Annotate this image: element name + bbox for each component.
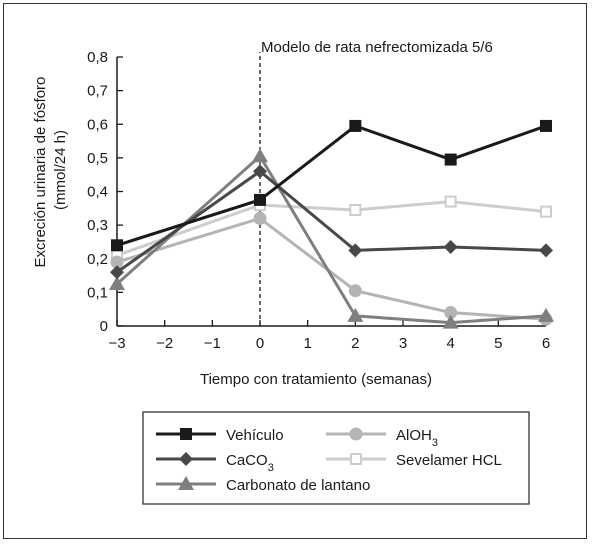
x-tick-label: 0 bbox=[256, 335, 264, 352]
series-0 bbox=[111, 119, 552, 252]
legend-item: Carbonato de lantano bbox=[156, 476, 370, 494]
y-tick-label: 0,8 bbox=[87, 49, 108, 66]
data-point bbox=[442, 314, 459, 329]
data-point bbox=[254, 193, 266, 206]
x-axis-label: Tiempo con tratamiento (semanas) bbox=[200, 371, 432, 388]
x-tick-label: 6 bbox=[542, 335, 550, 352]
y-tick-label: 0,2 bbox=[87, 251, 108, 268]
y-tick-label: 0,4 bbox=[87, 184, 108, 201]
data-point bbox=[349, 119, 362, 132]
x-tick-label: 4 bbox=[446, 335, 454, 352]
y-tick-label: 0 bbox=[100, 318, 108, 335]
annotation-text: Modelo de rata nefrectomizada 5/6 bbox=[261, 39, 493, 56]
y-axis-label-line2: (mmol/24 h) bbox=[52, 130, 69, 210]
series-line bbox=[116, 169, 547, 274]
y-tick-label: 0,3 bbox=[87, 217, 108, 234]
figure-frame bbox=[3, 3, 587, 539]
x-tick-label: −2 bbox=[156, 335, 173, 352]
data-point bbox=[252, 148, 268, 163]
legend-label: AlOH3 bbox=[396, 427, 438, 449]
x-tick-label: −1 bbox=[204, 335, 221, 352]
series-4 bbox=[111, 195, 552, 262]
series-2 bbox=[109, 148, 554, 329]
data-point bbox=[444, 306, 458, 320]
data-point bbox=[444, 153, 457, 166]
series-1 bbox=[110, 164, 553, 280]
data-point bbox=[348, 243, 363, 258]
axes: −3 −2 −1 0 1 2 3 4 5 6 0 0,1 0,2 0,3 0,4 0,5 0,6 0,7 0,8 bbox=[87, 49, 550, 352]
data-point bbox=[253, 164, 267, 179]
series-line bbox=[116, 154, 547, 325]
data-point bbox=[538, 307, 554, 322]
legend-item: CaCO3 bbox=[156, 452, 274, 474]
series-group bbox=[109, 119, 554, 329]
data-point bbox=[111, 239, 123, 252]
x-tick-label: −3 bbox=[108, 335, 125, 352]
legend-swatch-marker bbox=[179, 452, 193, 466]
data-point bbox=[109, 275, 125, 290]
data-point bbox=[110, 255, 124, 269]
legend-item: AlOH3 bbox=[326, 427, 438, 449]
data-point bbox=[444, 195, 457, 208]
y-axis-label: Excreción urinaria de fósforo (mmol/24 h… bbox=[32, 72, 69, 267]
data-point bbox=[347, 307, 364, 322]
x-tick-label: 5 bbox=[494, 335, 502, 352]
data-point bbox=[539, 243, 553, 258]
data-point bbox=[349, 203, 362, 216]
data-point bbox=[540, 119, 552, 132]
legend-swatch-marker bbox=[178, 476, 194, 490]
x-tick-label: 3 bbox=[399, 335, 407, 352]
legend-label: Sevelamer HCL bbox=[396, 452, 502, 469]
legend-swatch-marker bbox=[350, 453, 362, 465]
data-point bbox=[348, 284, 362, 298]
y-tick-label: 0,5 bbox=[87, 150, 108, 167]
data-point bbox=[110, 265, 124, 280]
y-tick-label: 0,1 bbox=[87, 284, 108, 301]
legend-item: Vehículo bbox=[156, 427, 284, 444]
data-point bbox=[540, 205, 552, 218]
legend-swatch-marker bbox=[180, 428, 192, 440]
legend-label: Carbonato de lantano bbox=[226, 477, 370, 494]
legend-item: Sevelamer HCL bbox=[326, 452, 502, 469]
y-axis-label-line1: Excreción urinaria de fósforo bbox=[32, 77, 49, 268]
data-point bbox=[443, 239, 458, 254]
x-tick-label: 1 bbox=[303, 335, 311, 352]
legend-label-subscript: 3 bbox=[268, 462, 274, 474]
data-point bbox=[253, 211, 267, 225]
legend-swatch-marker bbox=[349, 427, 363, 441]
y-tick-label: 0,7 bbox=[87, 83, 108, 100]
y-tick-label: 0,6 bbox=[87, 116, 108, 133]
legend-label-subscript: 3 bbox=[432, 437, 438, 449]
legend: Vehículo CaCO3 Carbonato de lantano AlOH3 Se… bbox=[142, 411, 530, 505]
x-tick-label: 2 bbox=[351, 335, 359, 352]
legend-label: CaCO3 bbox=[226, 452, 274, 474]
legend-label: Vehículo bbox=[226, 427, 284, 444]
